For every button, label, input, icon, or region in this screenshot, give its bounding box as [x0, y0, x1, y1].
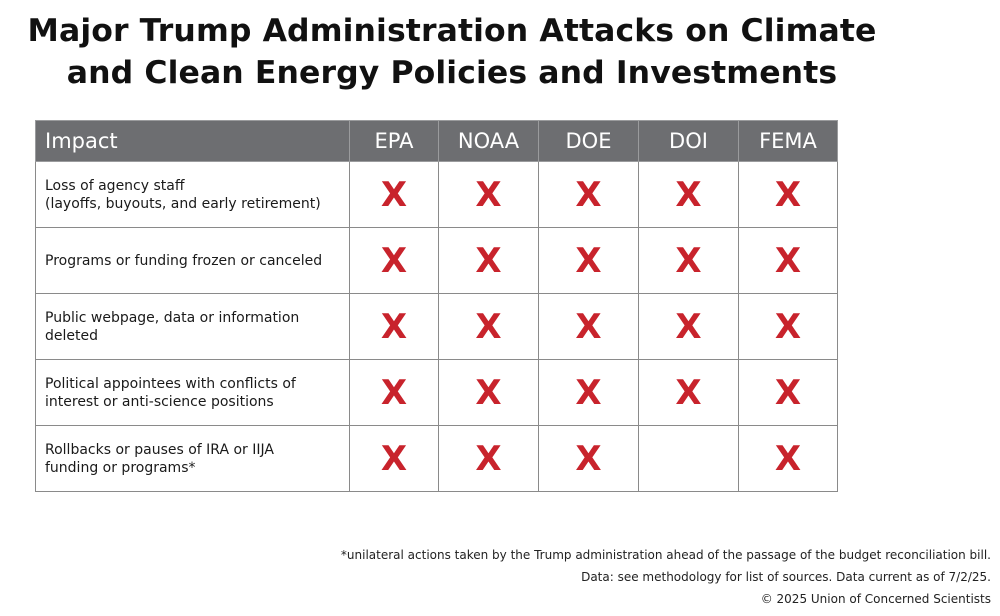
impact-label: Programs or funding frozen or canceled [35, 227, 350, 294]
column-header-impact: Impact [35, 120, 350, 162]
empty-cell-doi [638, 425, 739, 492]
x-mark-noaa: X [438, 359, 539, 426]
column-header-fema: FEMA [738, 120, 838, 162]
x-mark-doe: X [538, 161, 639, 228]
impact-label: Political appointees with conflicts of in… [35, 359, 350, 426]
footnote-data-source: Data: see methodology for list of source… [581, 570, 991, 584]
x-mark-doe: X [538, 227, 639, 294]
table-header-row: Impact EPA NOAA DOE DOI FEMA [35, 120, 838, 162]
x-mark-fema: X [738, 359, 838, 426]
column-header-doe: DOE [538, 120, 639, 162]
chart-title-line-2: and Clean Energy Policies and Investment… [66, 55, 838, 91]
footnote-copyright: © 2025 Union of Concerned Scientists [760, 592, 991, 606]
impact-label: Rollbacks or pauses of IRA or IIJA fundin… [35, 425, 350, 492]
impact-label-line: Programs or funding frozen or canceled [45, 252, 323, 269]
impact-label-line: funding or programs* [45, 459, 196, 476]
x-mark-noaa: X [438, 161, 539, 228]
impact-label-line: Public webpage, data or information [45, 309, 300, 326]
x-mark-doi: X [638, 359, 739, 426]
impact-label: Public webpage, data or information delet… [35, 293, 350, 360]
x-mark-doe: X [538, 359, 639, 426]
x-mark-noaa: X [438, 227, 539, 294]
impact-label-line: (layoffs, buyouts, and early retirement) [45, 195, 321, 212]
x-mark-epa: X [349, 425, 439, 492]
table-row: Political appointees with conflicts of in… [35, 359, 838, 426]
x-mark-doe: X [538, 293, 639, 360]
table-row: Public webpage, data or information delet… [35, 293, 838, 360]
column-header-epa: EPA [349, 120, 439, 162]
x-mark-doi: X [638, 227, 739, 294]
impact-label-line: Loss of agency staff [45, 177, 185, 194]
x-mark-doe: X [538, 425, 639, 492]
x-mark-fema: X [738, 161, 838, 228]
x-mark-doi: X [638, 293, 739, 360]
table-row: Programs or funding frozen or canceled X X… [35, 227, 838, 294]
x-mark-doi: X [638, 161, 739, 228]
impact-label-line: deleted [45, 327, 98, 344]
x-mark-noaa: X [438, 425, 539, 492]
chart-title-line-1: Major Trump Administration Attacks on Cl… [27, 13, 877, 49]
chart-title: Major Trump Administration Attacks on Cl… [0, 10, 904, 94]
impact-label-line: Political appointees with conflicts of [45, 375, 296, 392]
x-mark-epa: X [349, 227, 439, 294]
impact-label: Loss of agency staff (layoffs, buyouts, a… [35, 161, 350, 228]
x-mark-epa: X [349, 293, 439, 360]
column-header-noaa: NOAA [438, 120, 539, 162]
table-body: Loss of agency staff (layoffs, buyouts, a… [35, 161, 838, 492]
x-mark-fema: X [738, 425, 838, 492]
x-mark-fema: X [738, 227, 838, 294]
footnote-asterisk: *unilateral actions taken by the Trump a… [340, 548, 991, 562]
impact-table: Impact EPA NOAA DOE DOI FEMA Loss of age… [35, 120, 838, 492]
impact-label-line: Rollbacks or pauses of IRA or IIJA [45, 441, 274, 458]
x-mark-epa: X [349, 161, 439, 228]
x-mark-noaa: X [438, 293, 539, 360]
table-row: Loss of agency staff (layoffs, buyouts, a… [35, 161, 838, 228]
table-row: Rollbacks or pauses of IRA or IIJA fundin… [35, 425, 838, 492]
column-header-doi: DOI [638, 120, 739, 162]
x-mark-epa: X [349, 359, 439, 426]
impact-label-line: interest or anti-science positions [45, 393, 274, 410]
x-mark-fema: X [738, 293, 838, 360]
footnotes: *unilateral actions taken by the Trump a… [341, 544, 991, 610]
